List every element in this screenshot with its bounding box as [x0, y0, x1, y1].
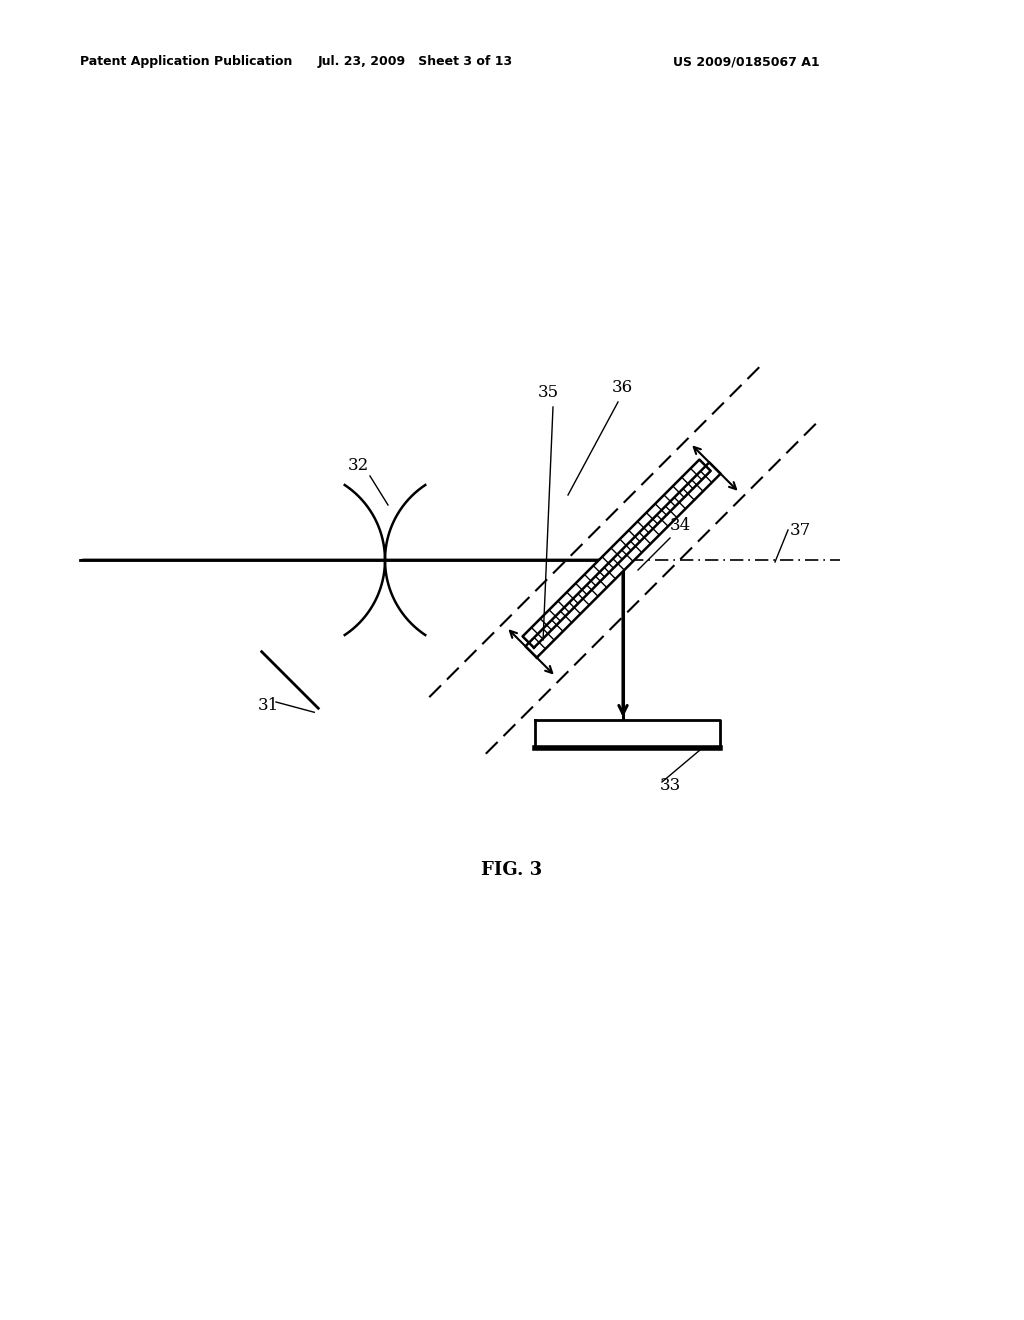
Text: US 2009/0185067 A1: US 2009/0185067 A1	[674, 55, 820, 69]
Text: 33: 33	[659, 777, 681, 795]
Polygon shape	[535, 719, 720, 748]
Text: Patent Application Publication: Patent Application Publication	[80, 55, 293, 69]
Text: 36: 36	[611, 379, 633, 396]
Text: 31: 31	[257, 697, 279, 714]
Text: Jul. 23, 2009   Sheet 3 of 13: Jul. 23, 2009 Sheet 3 of 13	[317, 55, 513, 69]
Text: FIG. 3: FIG. 3	[481, 861, 543, 879]
Polygon shape	[522, 459, 711, 648]
Polygon shape	[345, 484, 425, 635]
Text: 37: 37	[790, 521, 811, 539]
Text: 34: 34	[670, 517, 690, 535]
Polygon shape	[525, 462, 721, 657]
Text: 32: 32	[347, 457, 369, 474]
Text: 35: 35	[538, 384, 558, 401]
